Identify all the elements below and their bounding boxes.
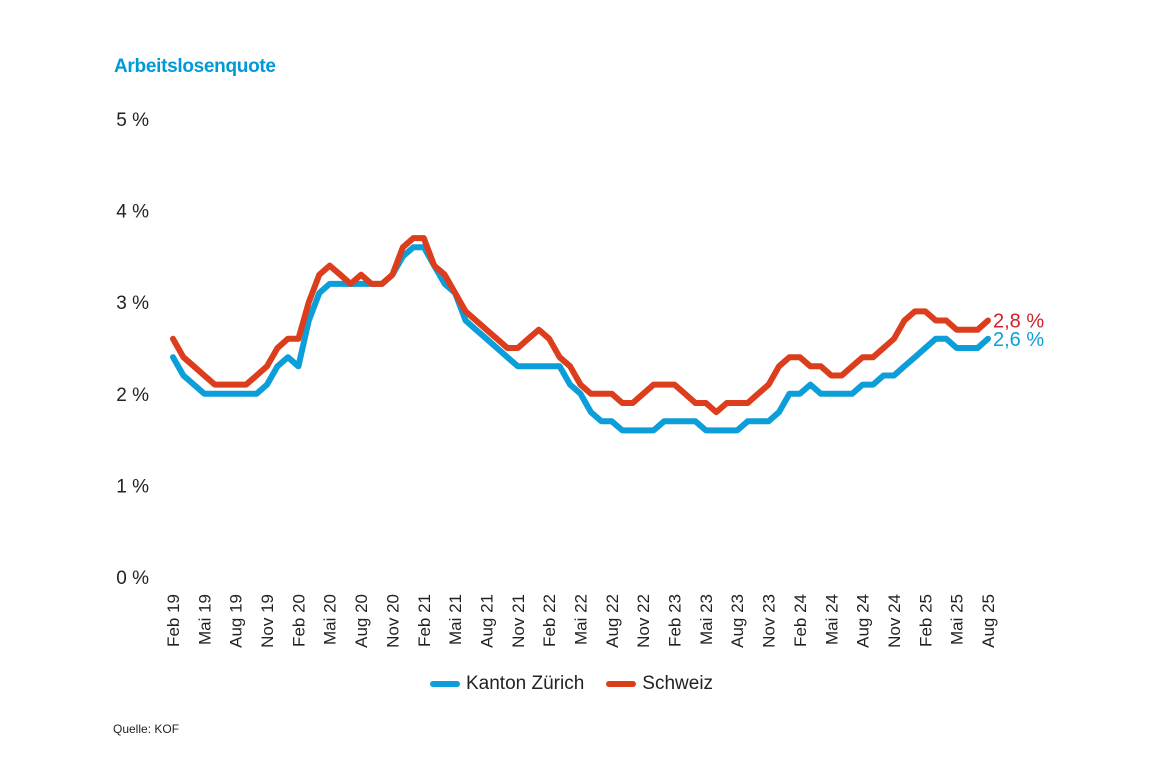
series-line-zurich — [170, 244, 991, 434]
chart-title: Arbeitslosenquote — [114, 56, 276, 77]
x-tick-label: Feb 22 — [540, 594, 559, 647]
legend-swatch-schweiz — [606, 681, 637, 687]
y-tick-label: 3 % — [116, 293, 149, 314]
x-tick-label: Nov 22 — [634, 594, 653, 648]
x-tick-label: Feb 23 — [666, 594, 685, 647]
x-tick-label: Nov 20 — [383, 594, 402, 648]
y-tick-label: 5 % — [116, 110, 149, 131]
y-tick-label: 1 % — [116, 476, 149, 497]
y-tick-label: 2 % — [116, 385, 149, 406]
x-tick-label: Aug 19 — [227, 594, 246, 648]
x-tick-label: Feb 19 — [164, 594, 183, 647]
end-value-label: 2,8 % — [993, 311, 1044, 333]
x-tick-label: Mai 25 — [948, 594, 967, 645]
x-tick-label: Nov 19 — [258, 594, 277, 648]
legend-swatch-zurich — [430, 681, 460, 687]
x-tick-label: Feb 24 — [791, 594, 810, 647]
y-tick-label: 0 % — [116, 568, 149, 589]
x-tick-label: Nov 24 — [885, 594, 904, 648]
y-tick-label: 4 % — [116, 202, 149, 223]
x-tick-label: Aug 24 — [854, 594, 873, 648]
source-note: Quelle: KOF — [113, 722, 180, 736]
x-tick-label: Nov 21 — [509, 594, 528, 648]
x-tick-label: Nov 23 — [760, 594, 779, 648]
x-tick-label: Aug 21 — [477, 594, 496, 648]
x-tick-label: Feb 25 — [916, 594, 935, 647]
x-tick-label: Feb 20 — [289, 594, 308, 647]
x-tick-label: Mai 24 — [822, 594, 841, 645]
legend-label-schweiz: Schweiz — [642, 673, 714, 694]
x-tick-label: Mai 20 — [321, 594, 340, 645]
legend: Kanton Zürich Schweiz — [430, 673, 713, 695]
x-tick-label: Aug 23 — [728, 594, 747, 648]
end-value-label: 2,6 % — [993, 329, 1044, 351]
x-tick-label: Mai 22 — [572, 594, 591, 645]
series-line-schweiz — [170, 235, 991, 416]
x-tick-label: Aug 22 — [603, 594, 622, 648]
legend-label-zurich: Kanton Zürich — [466, 673, 585, 694]
x-tick-label: Feb 21 — [415, 594, 434, 647]
x-tick-label: Mai 23 — [697, 594, 716, 645]
x-tick-label: Mai 19 — [195, 594, 214, 645]
x-tick-label: Aug 20 — [352, 594, 371, 648]
x-tick-label: Mai 21 — [446, 594, 465, 645]
x-tick-label: Aug 25 — [979, 594, 998, 648]
